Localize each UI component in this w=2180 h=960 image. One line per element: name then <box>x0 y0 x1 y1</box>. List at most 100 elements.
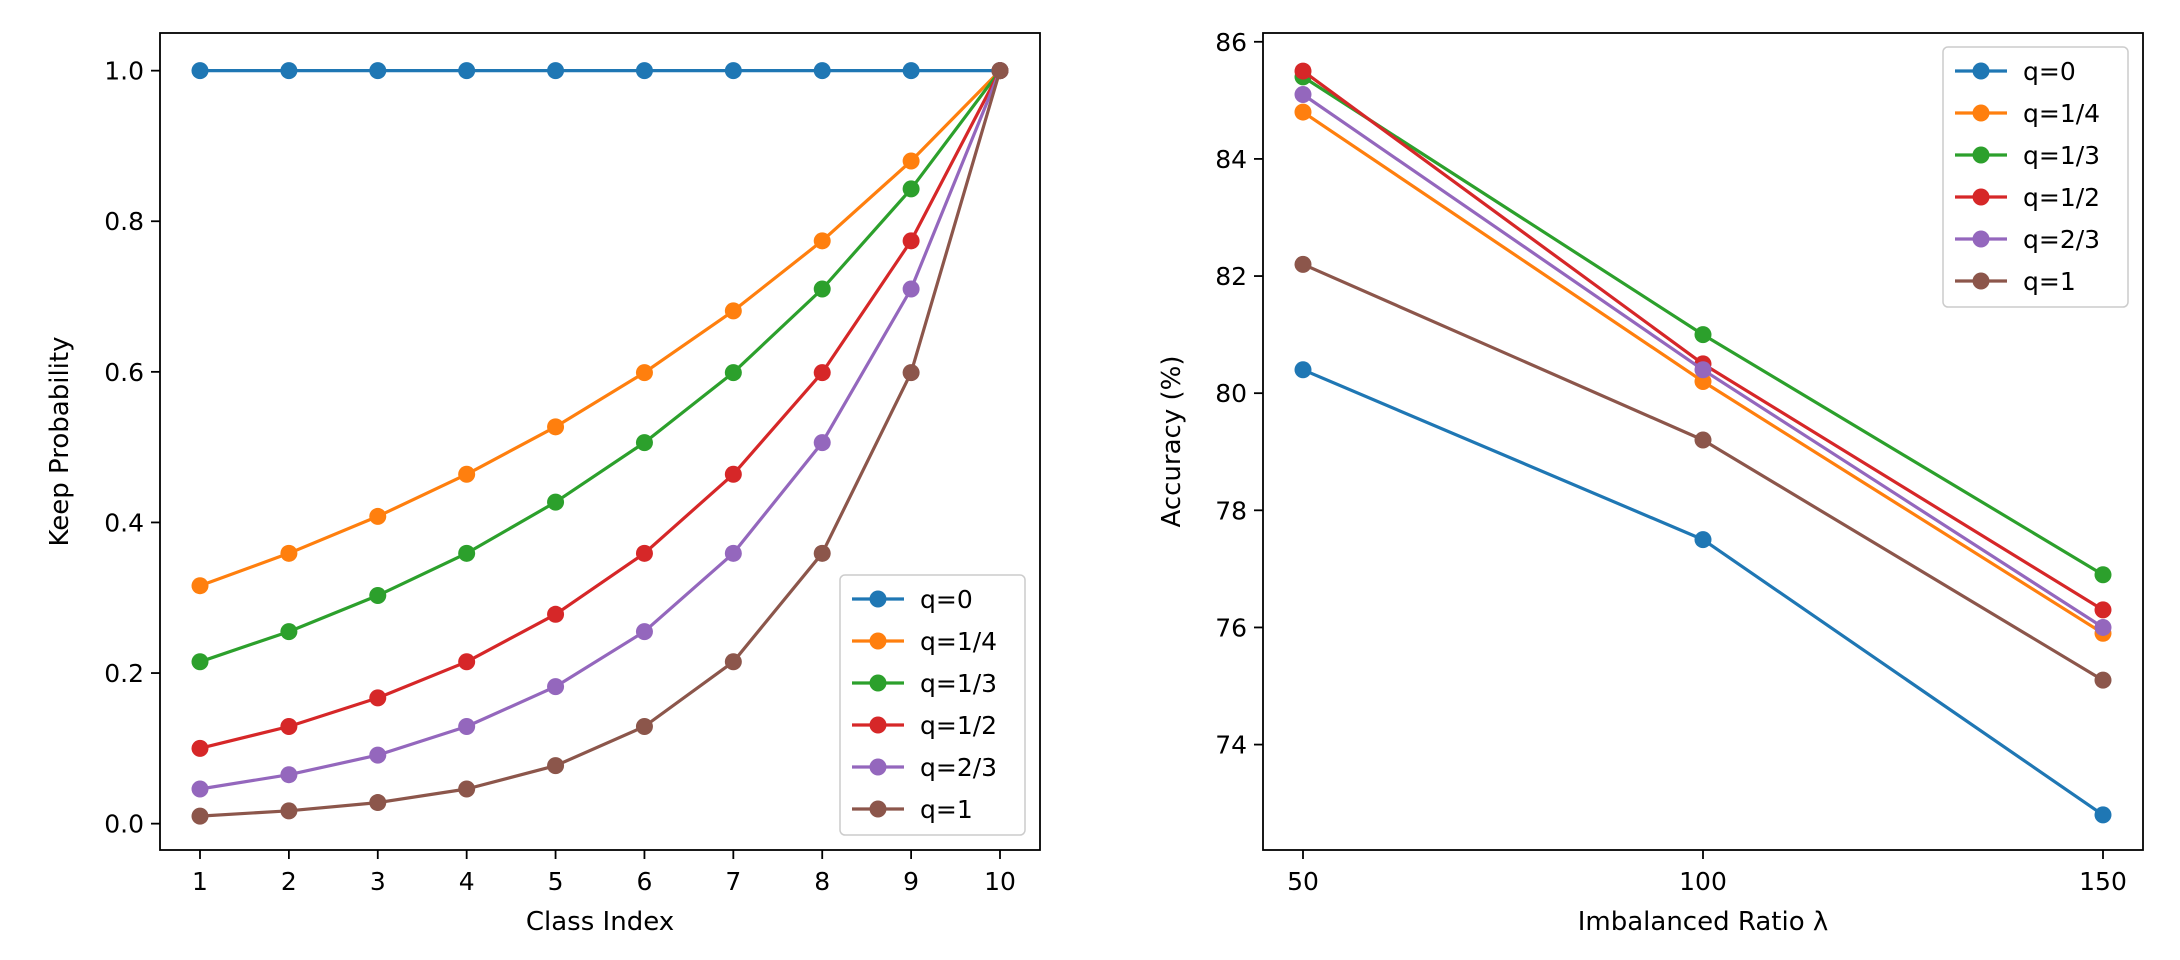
data-point <box>1294 103 1312 121</box>
legend: q=0 q=1/4 q=1/3 q=1/2 q=2/3 q=1 <box>839 574 1026 836</box>
data-point <box>458 465 476 483</box>
data-point <box>1694 431 1712 449</box>
data-point <box>724 62 742 80</box>
data-point <box>813 62 831 80</box>
plot-frame <box>159 32 1041 851</box>
legend-swatch-marker <box>1972 188 1990 206</box>
legend-label: q=1/3 <box>2023 141 2100 170</box>
y-tick-label: 0.0 <box>104 810 144 839</box>
data-point <box>635 544 653 562</box>
data-point <box>191 577 209 595</box>
legend-label: q=1/2 <box>2023 183 2100 212</box>
legend-swatch-marker <box>869 716 887 734</box>
data-point <box>902 152 920 170</box>
legend-swatch-marker <box>869 674 887 692</box>
data-point <box>547 62 565 80</box>
data-point <box>991 62 1009 80</box>
data-point <box>458 544 476 562</box>
data-point <box>369 507 387 525</box>
data-point <box>191 780 209 798</box>
data-point <box>369 62 387 80</box>
x-tick-label: 2 <box>281 867 297 896</box>
data-point <box>280 766 298 784</box>
x-tick-label: 5 <box>548 867 564 896</box>
y-tick-label: 84 <box>1215 145 1247 174</box>
legend-item: q=1 <box>852 795 973 824</box>
data-point <box>191 739 209 757</box>
x-tick-label: 4 <box>459 867 475 896</box>
legend-swatch-marker <box>869 632 887 650</box>
data-point <box>547 757 565 775</box>
data-point <box>369 586 387 604</box>
data-point <box>458 62 476 80</box>
series-q=1/3 <box>1294 68 2112 584</box>
data-point <box>547 418 565 436</box>
data-point <box>813 232 831 250</box>
data-point <box>902 280 920 298</box>
data-point <box>547 678 565 696</box>
legend-label: q=1/4 <box>2023 99 2100 128</box>
y-axis-label: Keep Probability <box>45 337 75 547</box>
legend-label: q=2/3 <box>920 753 997 782</box>
series-q=2/3 <box>1294 85 2112 636</box>
legend-swatch-marker <box>869 590 887 608</box>
data-point <box>458 718 476 736</box>
legend: q=0 q=1/4 q=1/3 q=1/2 q=2/3 q=1 <box>1942 46 2129 308</box>
legend-item: q=1/2 <box>852 711 997 740</box>
data-point <box>635 434 653 452</box>
legend-swatch-marker <box>869 800 887 818</box>
data-point <box>724 302 742 320</box>
series-line <box>199 69 1002 791</box>
series-q=1 <box>191 62 1009 825</box>
legend-swatch-marker <box>1972 104 1990 122</box>
legend-item: q=2/3 <box>852 753 997 782</box>
legend-item: q=1/4 <box>852 627 997 656</box>
data-point <box>635 718 653 736</box>
data-point <box>458 653 476 671</box>
data-point <box>2094 806 2112 824</box>
series-q=1/3 <box>191 62 1009 671</box>
data-point <box>635 62 653 80</box>
data-point <box>458 780 476 798</box>
series-line <box>199 69 1002 750</box>
x-axis-label: Imbalanced Ratio λ <box>1578 907 1829 937</box>
data-point <box>369 689 387 707</box>
x-tick-label: 10 <box>984 867 1016 896</box>
data-point <box>813 280 831 298</box>
data-point <box>724 364 742 382</box>
data-point <box>547 605 565 623</box>
data-point <box>280 802 298 820</box>
legend-label: q=1/4 <box>920 627 997 656</box>
series-q=0 <box>1294 361 2112 824</box>
data-point <box>1694 372 1712 390</box>
series-line <box>199 69 1002 588</box>
data-point <box>635 623 653 641</box>
series-q=2/3 <box>191 62 1009 798</box>
legend-label: q=1/3 <box>920 669 997 698</box>
data-point <box>547 493 565 511</box>
data-point <box>369 746 387 764</box>
data-point <box>635 364 653 382</box>
x-tick-label: 6 <box>636 867 652 896</box>
data-point <box>902 180 920 198</box>
data-point <box>2094 566 2112 584</box>
legend-swatch-marker <box>1972 230 1990 248</box>
data-point <box>902 232 920 250</box>
legend-swatch-marker <box>1972 272 1990 290</box>
data-point <box>1294 62 1312 80</box>
x-tick-label: 1 <box>192 867 208 896</box>
x-tick-label: 100 <box>1679 867 1727 896</box>
data-point <box>724 653 742 671</box>
legend-label: q=1 <box>2023 267 2076 296</box>
legend-item: q=1/3 <box>852 669 997 698</box>
x-tick-label: 7 <box>725 867 741 896</box>
series-line <box>199 69 1002 664</box>
data-point <box>813 364 831 382</box>
data-point <box>1294 361 1312 379</box>
series-line <box>199 70 1002 818</box>
data-point <box>191 62 209 80</box>
legend-item: q=2/3 <box>1955 225 2100 254</box>
legend-swatch-marker <box>1972 62 1990 80</box>
y-tick-label: 74 <box>1215 731 1247 760</box>
